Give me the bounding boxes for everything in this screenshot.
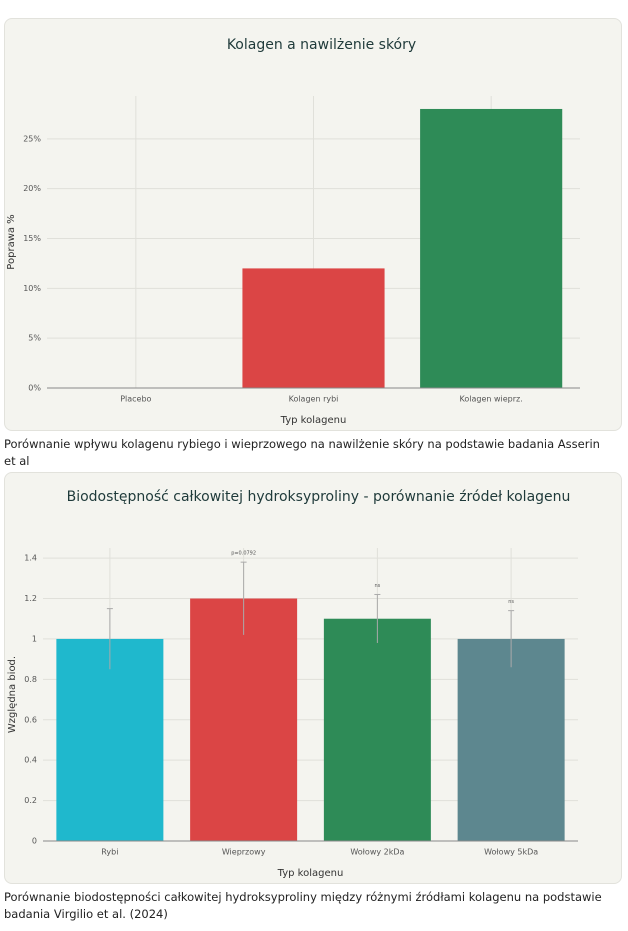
y-tick-label: 1 [32,634,37,643]
x-tick-label: Kolagen rybi [289,395,339,404]
y-tick-label: 0% [28,384,41,393]
bar [242,268,385,388]
chart-title: Kolagen a nawilżenie skóry [227,37,416,53]
caption: Porównanie wpływu kolagenu rybiego i wie… [4,437,600,468]
x-tick-label: Wieprzowy [222,848,266,857]
bar [56,638,164,841]
y-axis-label: Poprawa % [6,214,17,269]
y-tick-label: 20% [23,184,41,193]
caption: Porównanie biodostępności całkowitej hyd… [4,890,602,921]
y-tick-label: 1.2 [24,594,37,603]
y-tick-label: 25% [23,134,41,143]
bar [190,598,298,841]
bar [323,618,431,841]
y-tick-label: 1.4 [24,554,37,563]
x-tick-label: Kolagen wieprz. [460,395,523,404]
x-tick-label: Rybi [101,848,118,857]
y-tick-label: 0.8 [24,675,37,684]
x-tick-label: Wołowy 5kDa [484,848,538,857]
y-tick-label: 0.2 [24,796,37,805]
y-tick-label: 0.6 [24,715,37,724]
x-axis-label: Typ kolagenu [280,415,347,426]
annotation: p=0.0792 [231,551,256,557]
y-tick-label: 5% [28,334,41,343]
bar [420,108,563,389]
x-axis-label: Typ kolagenu [277,868,344,879]
y-axis-label: Względna biod. [7,656,18,733]
y-tick-label: 10% [23,284,41,293]
annotation: ns [374,583,380,589]
annotation: ns [508,599,514,605]
bar [457,638,565,841]
y-tick-label: 0.4 [24,756,37,765]
chart-title: Biodostępność całkowitej hydroksyproliny… [67,489,571,505]
x-tick-label: Placebo [120,395,151,404]
y-tick-label: 15% [23,234,41,243]
x-tick-label: Wołowy 2kDa [350,848,404,857]
y-tick-label: 0 [32,837,37,846]
